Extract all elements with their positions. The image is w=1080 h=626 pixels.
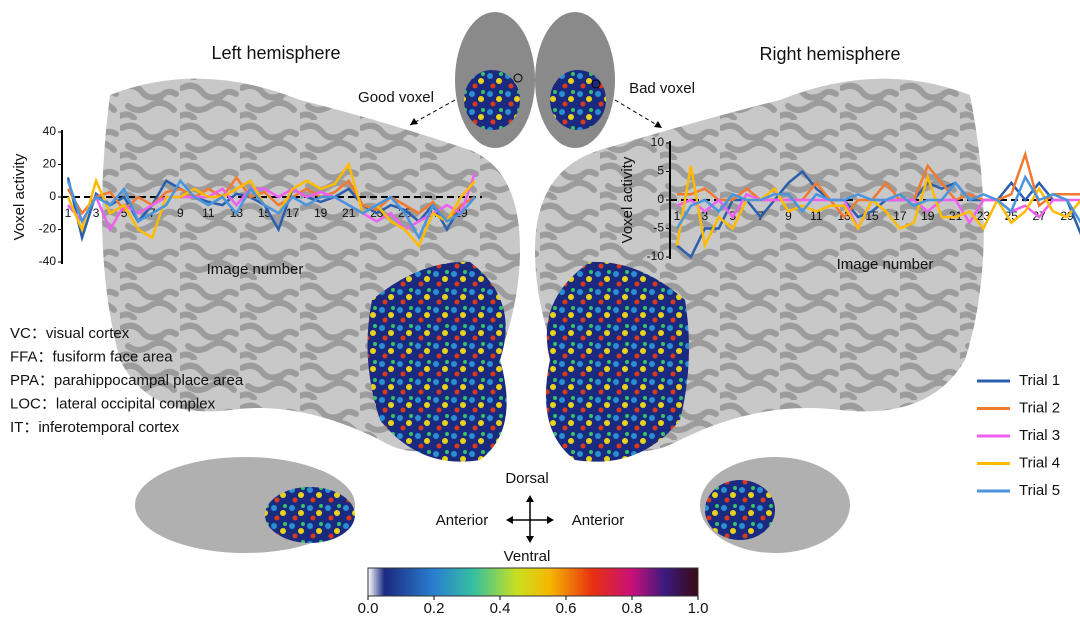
x-tick-label: 19 — [314, 206, 328, 220]
series-line — [66, 178, 476, 241]
x-axis-label: Image number — [837, 256, 934, 273]
glossary-item: IT：inferotemporal cortex — [10, 419, 180, 436]
x-tick-label: 21 — [342, 206, 356, 220]
right-title: Right hemisphere — [759, 44, 900, 64]
glossary-item: VC：visual cortex — [10, 325, 130, 342]
colorbar-label: 0.6 — [556, 600, 577, 617]
series-line — [675, 165, 1080, 250]
x-tick-label: 5 — [121, 206, 128, 220]
good-voxel: Good voxel — [358, 89, 434, 106]
x-tick-label: 3 — [702, 209, 709, 223]
colorbar-label: 0.4 — [490, 600, 511, 617]
y-axis-label: Voxel activity — [619, 156, 636, 243]
x-tick-label: 17 — [286, 206, 300, 220]
direction: Anterior — [572, 512, 625, 529]
y-tick-label: 40 — [43, 124, 57, 138]
colorbar-label: 0.2 — [424, 600, 445, 617]
y-tick-label: 0 — [49, 189, 56, 203]
legend-label: Trial 4 — [1019, 454, 1060, 471]
colorbar-label: 0.8 — [622, 600, 643, 617]
x-tick-label: 19 — [921, 209, 935, 223]
glossary-item: FFA：fusiform face area — [10, 348, 173, 365]
y-tick-label: -10 — [647, 249, 665, 263]
series-line — [66, 175, 476, 224]
x-tick-label: 11 — [810, 209, 823, 223]
y-tick-label: -20 — [39, 222, 57, 236]
y-tick-label: -5 — [653, 221, 664, 235]
x-tick-label: 1 — [65, 206, 72, 220]
glossary-item: LOC：lateral occipital complex — [10, 395, 216, 412]
y-axis-label: Voxel activity — [11, 153, 28, 240]
x-tick-label: 9 — [785, 209, 792, 223]
direction: Ventral — [504, 548, 551, 565]
series-line — [677, 150, 1080, 220]
legend-label: Trial 3 — [1019, 427, 1060, 444]
x-tick-label: 11 — [202, 206, 215, 220]
y-tick-label: 5 — [657, 164, 664, 178]
x-axis-label: Image number — [207, 261, 304, 278]
y-tick-label: -40 — [39, 254, 57, 268]
direction: Anterior — [436, 512, 489, 529]
legend-label: Trial 5 — [1019, 482, 1060, 499]
legend-label: Trial 1 — [1019, 372, 1060, 389]
left-title: Left hemisphere — [211, 43, 340, 63]
colorbar-label: 0.0 — [358, 600, 379, 617]
x-tick-label: 9 — [177, 206, 184, 220]
colorbar-label: 1.0 — [688, 600, 709, 617]
x-tick-label: 3 — [93, 206, 100, 220]
x-tick-label: 17 — [893, 209, 907, 223]
direction: Dorsal — [505, 470, 548, 487]
brain-art — [102, 12, 984, 553]
x-tick-label: 1 — [674, 209, 681, 223]
colorbar — [367, 567, 699, 597]
bad-voxel: Bad voxel — [629, 80, 695, 97]
series-line — [67, 172, 477, 233]
series-line — [675, 174, 1080, 230]
legend-label: Trial 2 — [1019, 399, 1060, 416]
glossary-item: PPA：parahippocampal place area — [10, 372, 244, 389]
y-tick-label: 10 — [651, 135, 665, 149]
y-tick-label: 0 — [657, 192, 664, 206]
y-tick-label: 20 — [43, 157, 57, 171]
